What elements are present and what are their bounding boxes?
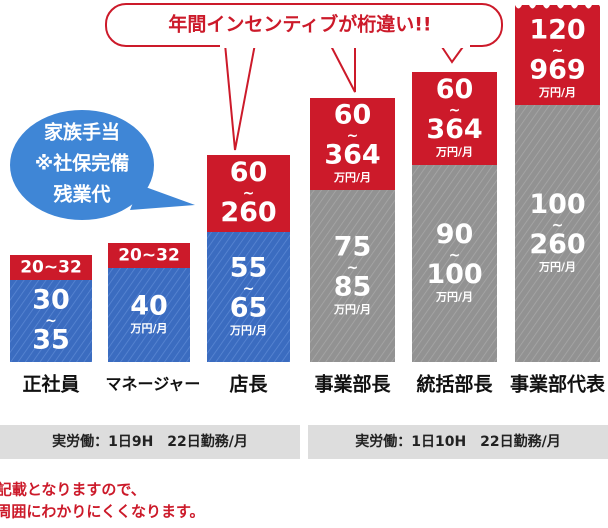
value-text: 100: [529, 189, 585, 220]
bubble-title: 年間インセンティブが桁違い!!: [168, 13, 431, 36]
value-text: 万円/月: [435, 146, 473, 159]
value-text: 60: [334, 100, 372, 131]
value-text: 万円/月: [333, 171, 371, 184]
value-text: ~: [45, 313, 57, 329]
value-text: ~: [449, 103, 461, 119]
value-text: ~: [347, 260, 359, 276]
value-text: 364: [324, 140, 380, 171]
value-text: 969: [529, 55, 585, 86]
value-text: ~: [243, 281, 255, 297]
value-text: 20~32: [20, 258, 82, 278]
value-text: 75: [334, 232, 372, 263]
column-label: マネージャー: [106, 375, 201, 394]
value-text: 90: [436, 219, 474, 250]
top-bubble: [105, 3, 503, 151]
work-hours: 実労働：1日10H 22日勤務/月: [355, 433, 561, 450]
value-text: 260: [529, 229, 585, 260]
column-label: 事業部代表: [510, 373, 606, 396]
salary-band: [412, 72, 497, 165]
left-bubble: [10, 110, 195, 220]
work-box: [0, 425, 300, 459]
bubble-line: ※社保完備: [35, 152, 129, 175]
salary-band: [515, 5, 600, 105]
salary-band: [10, 255, 92, 280]
work-hours: 実労働：1日9H 22日勤務/月: [52, 433, 248, 450]
value-text: 万円/月: [538, 86, 576, 99]
work-box: [308, 425, 608, 459]
value-text: 100: [426, 259, 482, 290]
column-label: 事業部長: [314, 373, 391, 396]
note: ※保険証には法人名記載となりますので、: [0, 481, 146, 499]
value-text: 85: [334, 272, 372, 303]
base-salary: [10, 280, 92, 362]
base-salary: [515, 105, 600, 362]
column-label: 正社員: [22, 373, 79, 396]
value-text: 60: [230, 157, 268, 188]
value-text: 40: [130, 291, 168, 322]
value-text: 60: [436, 74, 474, 105]
value-text: ~: [347, 128, 359, 144]
value-text: 260: [220, 197, 276, 228]
base-salary: [412, 165, 497, 362]
value-text: 65: [230, 293, 268, 324]
bubble-line: 残業代: [53, 183, 110, 206]
value-text: 万円/月: [538, 261, 576, 274]
column-label: 統括部長: [416, 373, 493, 396]
value-text: 30: [32, 285, 70, 316]
salary-band: [310, 98, 395, 190]
value-text: 万円/月: [229, 324, 267, 337]
wave: [515, 0, 608, 9]
value-text: 55: [230, 253, 268, 284]
value-text: ~: [243, 186, 255, 202]
value-text: 万円/月: [333, 303, 371, 316]
base-salary: [207, 232, 290, 362]
value-text: ~: [449, 248, 461, 264]
value-text: 20~32: [118, 246, 180, 266]
value-text: 万円/月: [435, 291, 473, 304]
column-label: 店長: [229, 373, 268, 396]
value-text: ~: [552, 43, 564, 59]
base-salary: [310, 190, 395, 362]
value-text: 万円/月: [129, 322, 167, 335]
value-text: ~: [552, 218, 564, 234]
bubble-line: 家族手当: [44, 121, 120, 144]
salary-band: [108, 243, 190, 268]
note: 風俗事業者であることは周囲にわかりにくくなります。: [0, 503, 205, 521]
value-text: 120: [529, 15, 585, 46]
base-salary: [108, 268, 190, 362]
value-text: 364: [426, 114, 482, 145]
salary-band: [207, 155, 290, 232]
value-text: 35: [32, 325, 70, 356]
